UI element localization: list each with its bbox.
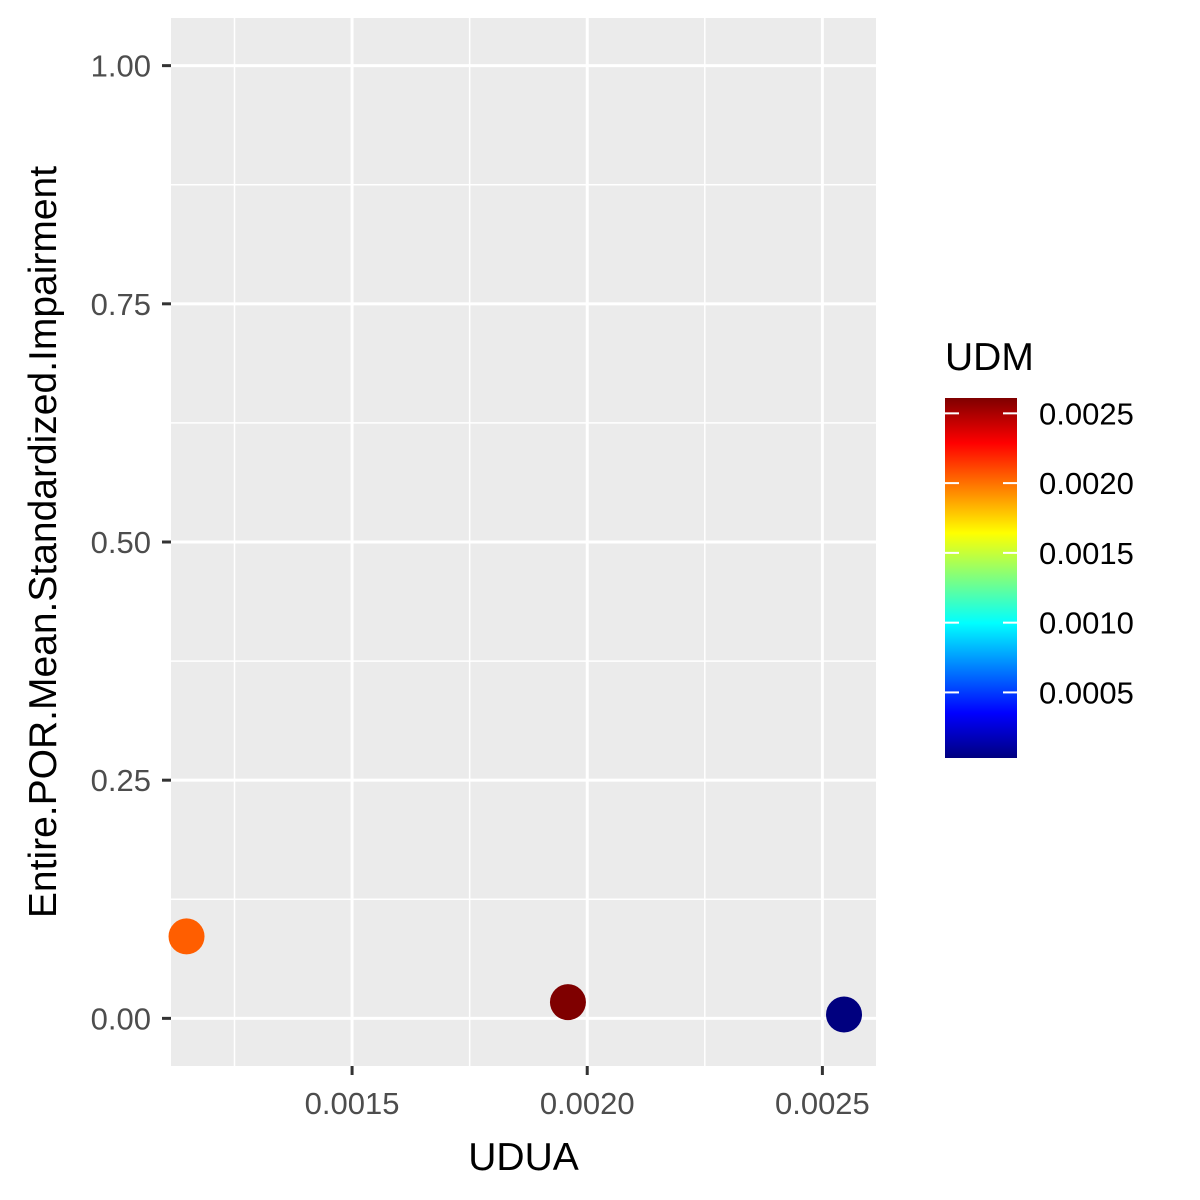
colorbar-tick-label: 0.0005 (1039, 675, 1134, 710)
colorbar-tick-label: 0.0025 (1039, 396, 1134, 431)
y-axis-title: Entire.POR.Mean.Standardized.Impairment (22, 166, 65, 918)
y-tick-label: 0.75 (91, 287, 151, 322)
colorbar-tick-label: 0.0020 (1039, 466, 1134, 501)
x-tick-label: 0.0015 (305, 1086, 400, 1121)
colorbar-tick-label: 0.0010 (1039, 606, 1134, 641)
y-tick-label: 0.50 (91, 525, 151, 560)
y-axis: 0.00 0.25 0.50 0.75 1.00 (91, 49, 171, 1036)
y-tick-label: 0.00 (91, 1001, 151, 1036)
y-tick-label: 1.00 (91, 49, 151, 84)
data-point (168, 918, 205, 955)
data-point (549, 984, 586, 1021)
major-gridlines (171, 18, 876, 1066)
legend-title: UDM (945, 336, 1034, 379)
colorbar (945, 398, 1017, 758)
colorbar-ticks: 0.0005 0.0010 0.0015 0.0020 0.0025 (945, 396, 1134, 710)
x-tick-label: 0.0025 (775, 1086, 870, 1121)
x-axis-title: UDUA (468, 1136, 579, 1179)
color-legend: UDM 0.0005 0.0010 0.0015 0.0020 0.0025 (945, 336, 1134, 758)
x-axis: 0.0015 0.0020 0.0025 (305, 1066, 870, 1121)
y-tick-label: 0.25 (91, 763, 151, 798)
data-point (826, 996, 863, 1033)
data-points (168, 918, 863, 1033)
x-tick-label: 0.0020 (540, 1086, 635, 1121)
colorbar-tick-label: 0.0015 (1039, 536, 1134, 571)
